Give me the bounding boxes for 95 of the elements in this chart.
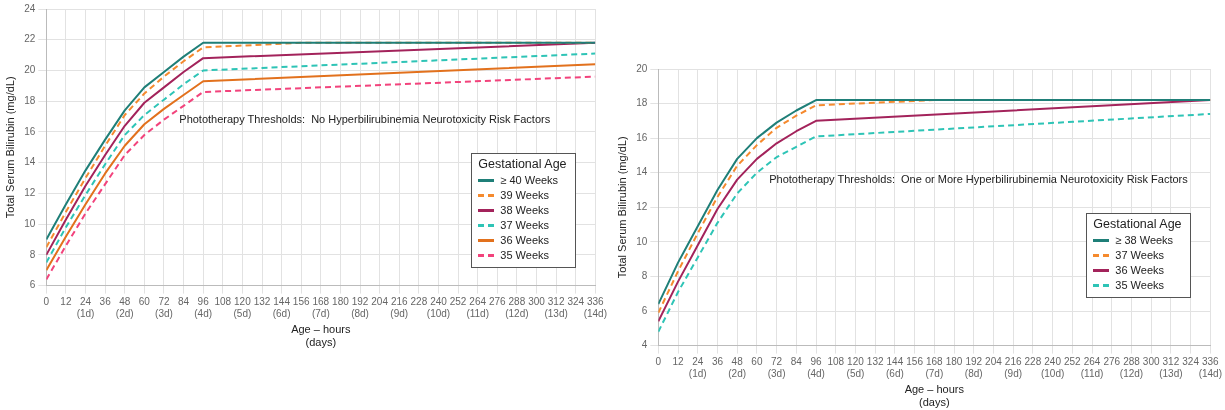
x-tick-label: 324: [1182, 356, 1200, 368]
legend-label: 39 Weeks: [500, 189, 550, 202]
x-axis-title: Age – hours (days): [291, 323, 351, 349]
y-tick-label: 10: [24, 217, 36, 229]
y-tick-label: 20: [24, 64, 36, 76]
x-tick-label: 24 (1d): [688, 356, 707, 380]
x-tick-label: 0: [655, 356, 662, 368]
y-tick-label: 18: [636, 97, 648, 109]
x-tick-label: 192 (8d): [964, 356, 983, 380]
y-tick-label: 10: [636, 235, 648, 247]
y-tick-label: 18: [24, 94, 36, 106]
x-tick-label: 288 (12d): [505, 296, 529, 320]
legend-title: Gestational Age: [1093, 216, 1182, 231]
y-tick-label: 16: [636, 131, 648, 143]
legend-label: 36 Weeks: [1115, 264, 1165, 277]
x-tick-label: 144 (6d): [886, 356, 904, 380]
x-tick-label: 216 (9d): [390, 296, 409, 320]
x-axis-title: Age – hours (days): [904, 383, 965, 409]
x-tick-label: 36: [99, 296, 112, 308]
annotation: Phototherapy Thresholds: No Hyperbilirubinemia Neurotoxicity Risk Factors: [179, 112, 551, 125]
legend-label: 37 Weeks: [1115, 249, 1165, 262]
x-tick-label: 240 (10d): [1040, 356, 1065, 380]
x-tick-label: 60: [138, 296, 151, 308]
x-tick-label: 276: [1103, 356, 1121, 368]
y-tick-label: 4: [641, 339, 648, 351]
y-tick-label: 8: [641, 270, 648, 282]
x-tick-label: 336 (14d): [583, 296, 608, 320]
x-tick-label: 252: [449, 296, 467, 308]
x-tick-label: 108: [827, 356, 845, 368]
x-tick-label: 96 (4d): [194, 296, 213, 320]
x-tick-label: 252: [1063, 356, 1082, 368]
y-axis-title: Total Serum Bilirubin (mg/dL): [3, 76, 16, 219]
x-tick-label: 84: [178, 296, 190, 308]
x-tick-label: 204: [985, 356, 1003, 368]
x-tick-label: 312 (13d): [1159, 356, 1183, 380]
x-tick-label: 156: [906, 356, 924, 368]
x-tick-label: 144 (6d): [272, 296, 291, 320]
y-tick-label: 24: [24, 2, 36, 14]
legend-label: 37 Weeks: [500, 219, 550, 232]
x-tick-label: 120 (5d): [233, 296, 252, 320]
x-tick-label: 48 (2d): [728, 356, 747, 380]
x-tick-label: 12: [60, 296, 72, 308]
x-tick-label: 192 (8d): [351, 296, 369, 320]
y-tick-label: 22: [24, 33, 36, 45]
x-tick-label: 180: [332, 296, 350, 308]
x-tick-label: 36: [711, 356, 724, 368]
legend-title: Gestational Age: [478, 156, 567, 171]
x-tick-label: 60: [751, 356, 763, 368]
y-tick-label: 14: [24, 156, 36, 168]
x-tick-label: 288 (12d): [1119, 356, 1144, 380]
y-tick-label: 6: [641, 304, 648, 316]
x-tick-label: 12: [672, 356, 685, 368]
y-tick-label: 12: [636, 201, 648, 213]
y-axis-title: Total Serum Bilirubin (mg/dL): [615, 136, 628, 279]
x-tick-label: 48 (2d): [115, 296, 134, 320]
y-tick-label: 16: [24, 125, 36, 137]
y-tick-label: 8: [29, 248, 36, 260]
legend-label: ≥ 38 Weeks: [1115, 234, 1174, 247]
y-tick-label: 12: [24, 187, 36, 199]
x-tick-label: 24 (1d): [76, 296, 95, 320]
annotation: Phototherapy Thresholds: One or More Hyperbilirubinemia Neurotoxicity Risk Factors: [769, 172, 1189, 185]
x-tick-label: 216 (9d): [1004, 356, 1023, 380]
x-tick-label: 108: [214, 296, 232, 308]
x-tick-label: 228: [410, 296, 428, 308]
x-tick-label: 132: [866, 356, 884, 368]
x-tick-label: 120 (5d): [846, 356, 865, 380]
x-tick-label: 168 (7d): [311, 296, 330, 320]
x-tick-label: 240 (10d): [426, 296, 451, 320]
x-tick-label: 264 (11d): [1080, 356, 1104, 380]
x-tick-label: 72 (3d): [767, 356, 786, 380]
x-tick-label: 156: [292, 296, 310, 308]
x-tick-label: 204: [371, 296, 389, 308]
y-tick-label: 6: [29, 279, 36, 291]
x-tick-label: 324: [567, 296, 585, 308]
x-tick-label: 0: [43, 296, 50, 308]
legend-label: 35 Weeks: [1115, 279, 1165, 292]
x-tick-label: 96 (4d): [807, 356, 825, 380]
x-tick-label: 264 (11d): [466, 296, 489, 320]
x-tick-label: 276: [488, 296, 507, 308]
x-tick-label: 336 (14d): [1198, 356, 1223, 380]
legend-label: 36 Weeks: [500, 234, 550, 247]
legend-label: 35 Weeks: [500, 249, 550, 262]
x-tick-label: 132: [253, 296, 271, 308]
x-tick-label: 180: [945, 356, 963, 368]
legend-label: 38 Weeks: [500, 204, 550, 217]
legend-label: ≥ 40 Weeks: [500, 174, 559, 187]
x-tick-label: 168 (7d): [925, 356, 944, 380]
x-tick-label: 312 (13d): [544, 296, 568, 320]
y-tick-label: 20: [636, 62, 648, 74]
y-tick-label: 14: [636, 166, 648, 178]
x-tick-label: 300: [528, 296, 546, 308]
x-tick-label: 72 (3d): [155, 296, 173, 320]
x-tick-label: 228: [1024, 356, 1042, 368]
x-tick-label: 84: [790, 356, 803, 368]
x-tick-label: 300: [1142, 356, 1160, 368]
